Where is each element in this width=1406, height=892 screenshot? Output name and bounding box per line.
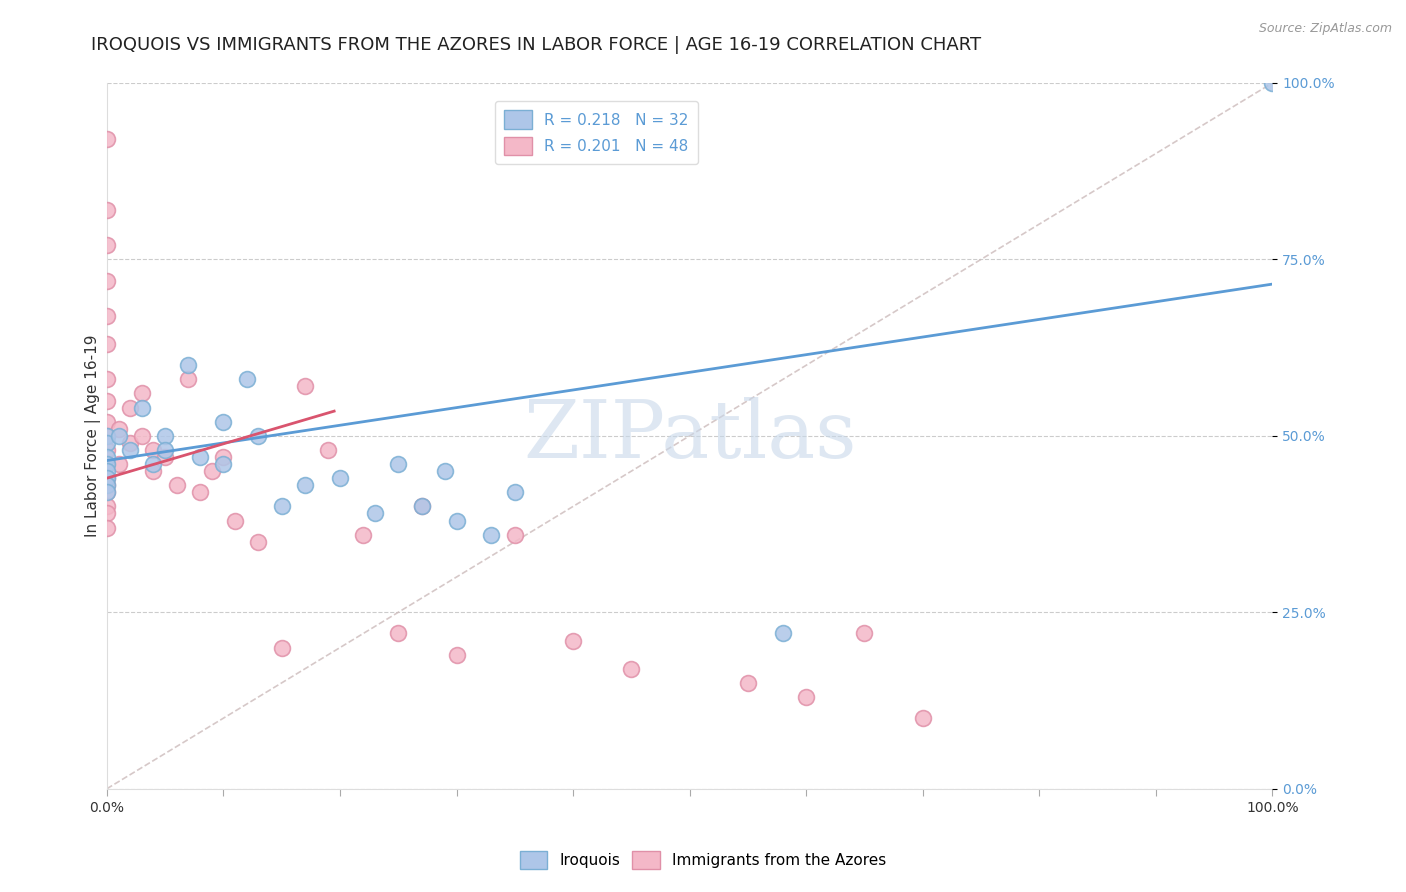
Point bbox=[212, 450, 235, 464]
Point bbox=[96, 372, 118, 386]
Point bbox=[247, 534, 270, 549]
Point bbox=[503, 527, 526, 541]
Point bbox=[131, 429, 153, 443]
Point bbox=[177, 372, 200, 386]
Point bbox=[107, 422, 129, 436]
Point bbox=[794, 690, 817, 704]
Point bbox=[96, 132, 118, 146]
Point bbox=[96, 429, 118, 443]
Point bbox=[96, 436, 118, 450]
Point bbox=[107, 457, 129, 471]
Point bbox=[96, 429, 118, 443]
Point bbox=[247, 429, 270, 443]
Point bbox=[772, 626, 794, 640]
Point bbox=[364, 507, 387, 521]
Point bbox=[96, 442, 118, 457]
Point bbox=[270, 500, 292, 514]
Point bbox=[411, 500, 433, 514]
Point bbox=[96, 450, 118, 464]
Point bbox=[96, 309, 118, 323]
Point bbox=[96, 393, 118, 408]
Point bbox=[142, 442, 165, 457]
Point bbox=[96, 478, 118, 492]
Legend: Iroquois, Immigrants from the Azores: Iroquois, Immigrants from the Azores bbox=[513, 845, 893, 875]
Point bbox=[120, 442, 142, 457]
Point bbox=[1261, 76, 1284, 90]
Point bbox=[96, 471, 118, 485]
Point bbox=[387, 626, 409, 640]
Point bbox=[620, 662, 643, 676]
Point bbox=[96, 274, 118, 288]
Point bbox=[96, 471, 118, 485]
Point bbox=[131, 386, 153, 401]
Point bbox=[224, 514, 246, 528]
Point bbox=[853, 626, 876, 640]
Point bbox=[153, 442, 176, 457]
Point bbox=[131, 401, 153, 415]
Text: Source: ZipAtlas.com: Source: ZipAtlas.com bbox=[1258, 22, 1392, 36]
Point bbox=[96, 457, 118, 471]
Point bbox=[153, 429, 176, 443]
Point bbox=[96, 478, 118, 492]
Point bbox=[96, 202, 118, 217]
Point bbox=[96, 500, 118, 514]
Point bbox=[96, 464, 118, 478]
Text: ZIPatlas: ZIPatlas bbox=[523, 397, 856, 475]
Point bbox=[387, 457, 409, 471]
Point bbox=[329, 471, 352, 485]
Point bbox=[166, 478, 188, 492]
Legend: R = 0.218   N = 32, R = 0.201   N = 48: R = 0.218 N = 32, R = 0.201 N = 48 bbox=[495, 101, 697, 164]
Point bbox=[142, 464, 165, 478]
Point bbox=[235, 372, 257, 386]
Point bbox=[318, 442, 340, 457]
Point bbox=[96, 507, 118, 521]
Point bbox=[96, 485, 118, 500]
Point bbox=[96, 238, 118, 252]
Point bbox=[96, 337, 118, 351]
Point bbox=[96, 485, 118, 500]
Point bbox=[120, 436, 142, 450]
Point bbox=[177, 358, 200, 372]
Y-axis label: In Labor Force | Age 16-19: In Labor Force | Age 16-19 bbox=[86, 334, 101, 537]
Point bbox=[212, 415, 235, 429]
Point bbox=[911, 711, 934, 725]
Point bbox=[737, 676, 759, 690]
Point bbox=[294, 478, 316, 492]
Point bbox=[352, 527, 374, 541]
Point bbox=[446, 648, 468, 662]
Point bbox=[433, 464, 456, 478]
Point bbox=[503, 485, 526, 500]
Point bbox=[142, 457, 165, 471]
Point bbox=[201, 464, 224, 478]
Point bbox=[188, 450, 211, 464]
Point bbox=[96, 520, 118, 534]
Point bbox=[446, 514, 468, 528]
Point bbox=[481, 527, 503, 541]
Point bbox=[562, 633, 585, 648]
Point bbox=[120, 401, 142, 415]
Text: IROQUOIS VS IMMIGRANTS FROM THE AZORES IN LABOR FORCE | AGE 16-19 CORRELATION CH: IROQUOIS VS IMMIGRANTS FROM THE AZORES I… bbox=[91, 36, 981, 54]
Point bbox=[107, 429, 129, 443]
Point bbox=[294, 379, 316, 393]
Point bbox=[96, 457, 118, 471]
Point bbox=[153, 450, 176, 464]
Point bbox=[212, 457, 235, 471]
Point bbox=[96, 415, 118, 429]
Point bbox=[188, 485, 211, 500]
Point bbox=[270, 640, 292, 655]
Point bbox=[411, 500, 433, 514]
